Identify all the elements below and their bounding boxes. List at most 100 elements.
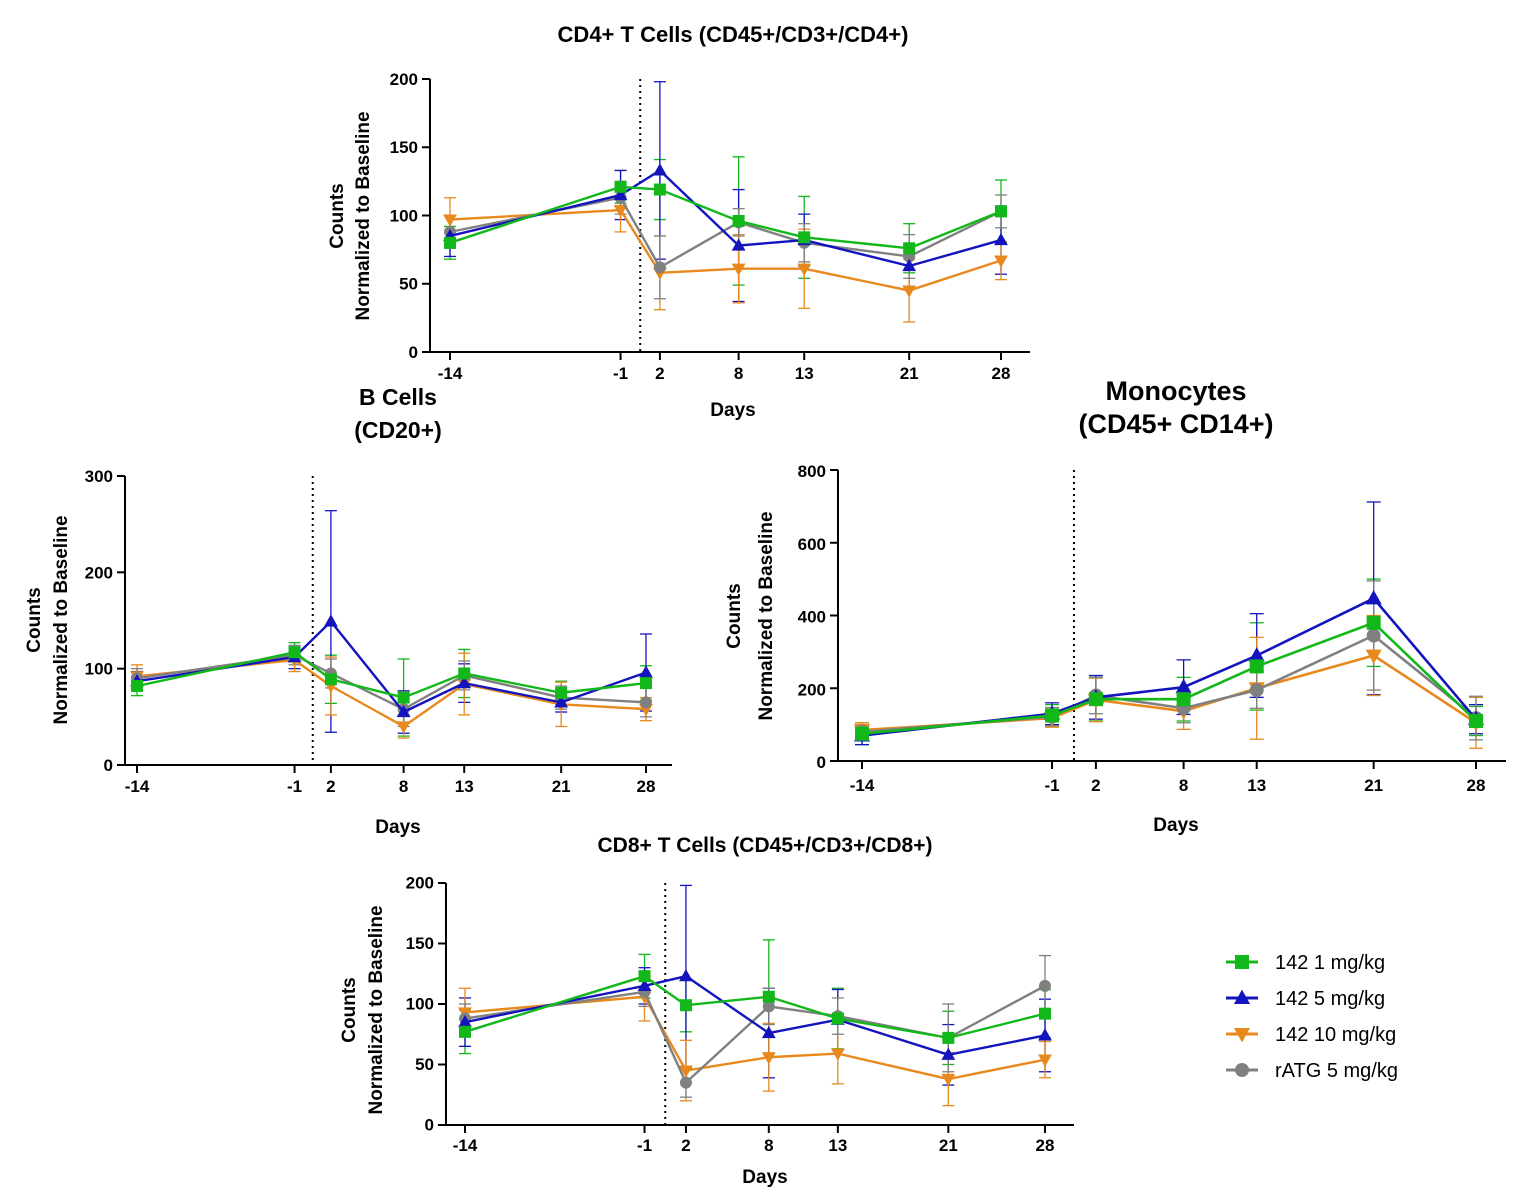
x-tick-label: 21 bbox=[939, 1136, 958, 1155]
series-markers-1 bbox=[130, 614, 653, 718]
series-line-2 bbox=[449, 208, 1002, 292]
point-triangle-up bbox=[1038, 1028, 1052, 1041]
point-square bbox=[1235, 955, 1249, 969]
point-triangle-up bbox=[653, 163, 667, 176]
legend-marker-triangle-up-icon bbox=[1226, 989, 1258, 1004]
error-bars-3 bbox=[855, 580, 1483, 741]
legend: 142 1 mg/kg 142 5 mg/kg 142 10 mg/kg rAT… bbox=[1226, 952, 1398, 1082]
point-triangle-up bbox=[1233, 989, 1251, 1004]
point-square bbox=[614, 180, 627, 193]
point-square bbox=[679, 999, 692, 1012]
point-square bbox=[638, 970, 651, 983]
x-tick-label: 2 bbox=[1091, 776, 1100, 795]
x-tick-label: 21 bbox=[552, 777, 571, 796]
chart-title: CD8+ T Cells (CD45+/CD3+/CD8+) bbox=[598, 834, 933, 857]
x-tick-label: 21 bbox=[1364, 776, 1383, 795]
point-square bbox=[459, 1025, 471, 1038]
x-tick-label: 8 bbox=[399, 777, 408, 796]
point-triangle-up bbox=[679, 968, 693, 982]
chart-title-line1: Monocytes bbox=[1105, 376, 1246, 406]
point-square bbox=[555, 686, 568, 699]
series-markers-0 bbox=[131, 646, 652, 704]
point-triangle-up bbox=[613, 187, 628, 201]
y-tick-label: 0 bbox=[817, 753, 826, 772]
y-axis-title-line1: Counts bbox=[339, 977, 360, 1042]
point-triangle-up bbox=[941, 1047, 956, 1060]
legend-label: 142 1 mg/kg bbox=[1275, 952, 1385, 974]
y-axis-title-line1: Counts bbox=[24, 587, 45, 652]
x-tick-label: -1 bbox=[1044, 776, 1059, 795]
legend-label: rATG 5 mg/kg bbox=[1275, 1060, 1398, 1082]
point-triangle-down bbox=[679, 1065, 693, 1078]
point-triangle-down bbox=[443, 214, 457, 227]
error-bars-0 bbox=[855, 578, 1483, 746]
y-axis-title-line2: Normalized to Baseline bbox=[756, 511, 777, 720]
point-triangle-up bbox=[731, 238, 746, 251]
series-markers-0 bbox=[855, 615, 1483, 741]
x-axis-title: Days bbox=[375, 817, 420, 838]
point-triangle-down bbox=[613, 204, 628, 218]
point-circle bbox=[762, 1000, 775, 1013]
y-axis-title-line1: Counts bbox=[327, 183, 348, 248]
point-triangle-up bbox=[761, 1025, 776, 1039]
point-triangle-down bbox=[731, 263, 746, 276]
point-triangle-up bbox=[637, 978, 652, 991]
series-line-2 bbox=[861, 654, 1477, 732]
y-tick-label: 600 bbox=[798, 535, 826, 554]
y-tick-label: 50 bbox=[415, 1055, 434, 1074]
y-tick-label: 0 bbox=[425, 1116, 434, 1135]
x-tick-label: 28 bbox=[1467, 776, 1486, 795]
x-axis-title: Days bbox=[710, 400, 755, 421]
legend-label: 142 10 mg/kg bbox=[1275, 1024, 1396, 1046]
chart-panel-monocytes: Monocytes (CD45+ CD14+) Counts Normalize… bbox=[724, 376, 1506, 836]
legend-marker-triangle-down-icon bbox=[1226, 1028, 1258, 1043]
x-tick-label: 2 bbox=[655, 364, 664, 383]
point-triangle-down bbox=[830, 1048, 845, 1061]
point-triangle-down bbox=[396, 721, 411, 734]
series-line-0 bbox=[861, 621, 1477, 736]
series-line-0 bbox=[136, 651, 647, 699]
y-axis-title-line2: Normalized to Baseline bbox=[366, 905, 387, 1114]
legend-item: 142 5 mg/kg bbox=[1226, 988, 1385, 1010]
point-square bbox=[942, 1031, 955, 1044]
series-markers-0 bbox=[444, 180, 1007, 255]
legend-label: 142 5 mg/kg bbox=[1275, 988, 1385, 1010]
x-axis-title: Days bbox=[742, 1167, 787, 1188]
x-tick-label: 21 bbox=[900, 364, 919, 383]
y-tick-label: 300 bbox=[85, 467, 113, 486]
series-line-0 bbox=[449, 185, 1002, 250]
point-circle bbox=[1249, 683, 1264, 698]
chart-panel-cd8: CD8+ T Cells (CD45+/CD3+/CD8+) Counts No… bbox=[339, 834, 1074, 1188]
point-square bbox=[458, 667, 471, 680]
chart-panel-cd4: CD4+ T Cells (CD45+/CD3+/CD4+) Counts No… bbox=[327, 22, 1030, 421]
chart-title: CD4+ T Cells (CD45+/CD3+/CD4+) bbox=[558, 22, 909, 47]
y-axis-title-line2: Normalized to Baseline bbox=[353, 111, 374, 320]
y-tick-label: 400 bbox=[798, 608, 826, 627]
legend-marker-square-icon bbox=[1226, 955, 1258, 969]
series-line-3 bbox=[136, 653, 647, 711]
y-tick-label: 150 bbox=[390, 138, 418, 157]
chart-panel-bcells: B Cells (CD20+) Counts Normalized to Bas… bbox=[24, 384, 672, 838]
y-tick-label: 150 bbox=[406, 934, 434, 953]
x-tick-label: -14 bbox=[453, 1136, 478, 1155]
x-tick-label: -1 bbox=[637, 1136, 652, 1155]
point-square bbox=[1045, 708, 1060, 723]
error-bars-1 bbox=[131, 510, 652, 734]
point-square bbox=[1366, 615, 1381, 630]
y-tick-label: 50 bbox=[399, 275, 418, 294]
series-markers-0 bbox=[459, 970, 1051, 1044]
point-square bbox=[1469, 713, 1483, 728]
error-bars-0 bbox=[459, 939, 1051, 1066]
x-tick-label: 13 bbox=[1247, 776, 1266, 795]
point-square bbox=[903, 242, 916, 255]
point-triangle-up bbox=[458, 1014, 472, 1028]
y-axis-title-line1: Counts bbox=[724, 583, 745, 648]
chart-title-line2: (CD45+ CD14+) bbox=[1078, 409, 1273, 439]
y-tick-label: 200 bbox=[390, 70, 418, 89]
y-tick-label: 0 bbox=[409, 343, 418, 362]
point-triangle-up bbox=[324, 614, 338, 627]
